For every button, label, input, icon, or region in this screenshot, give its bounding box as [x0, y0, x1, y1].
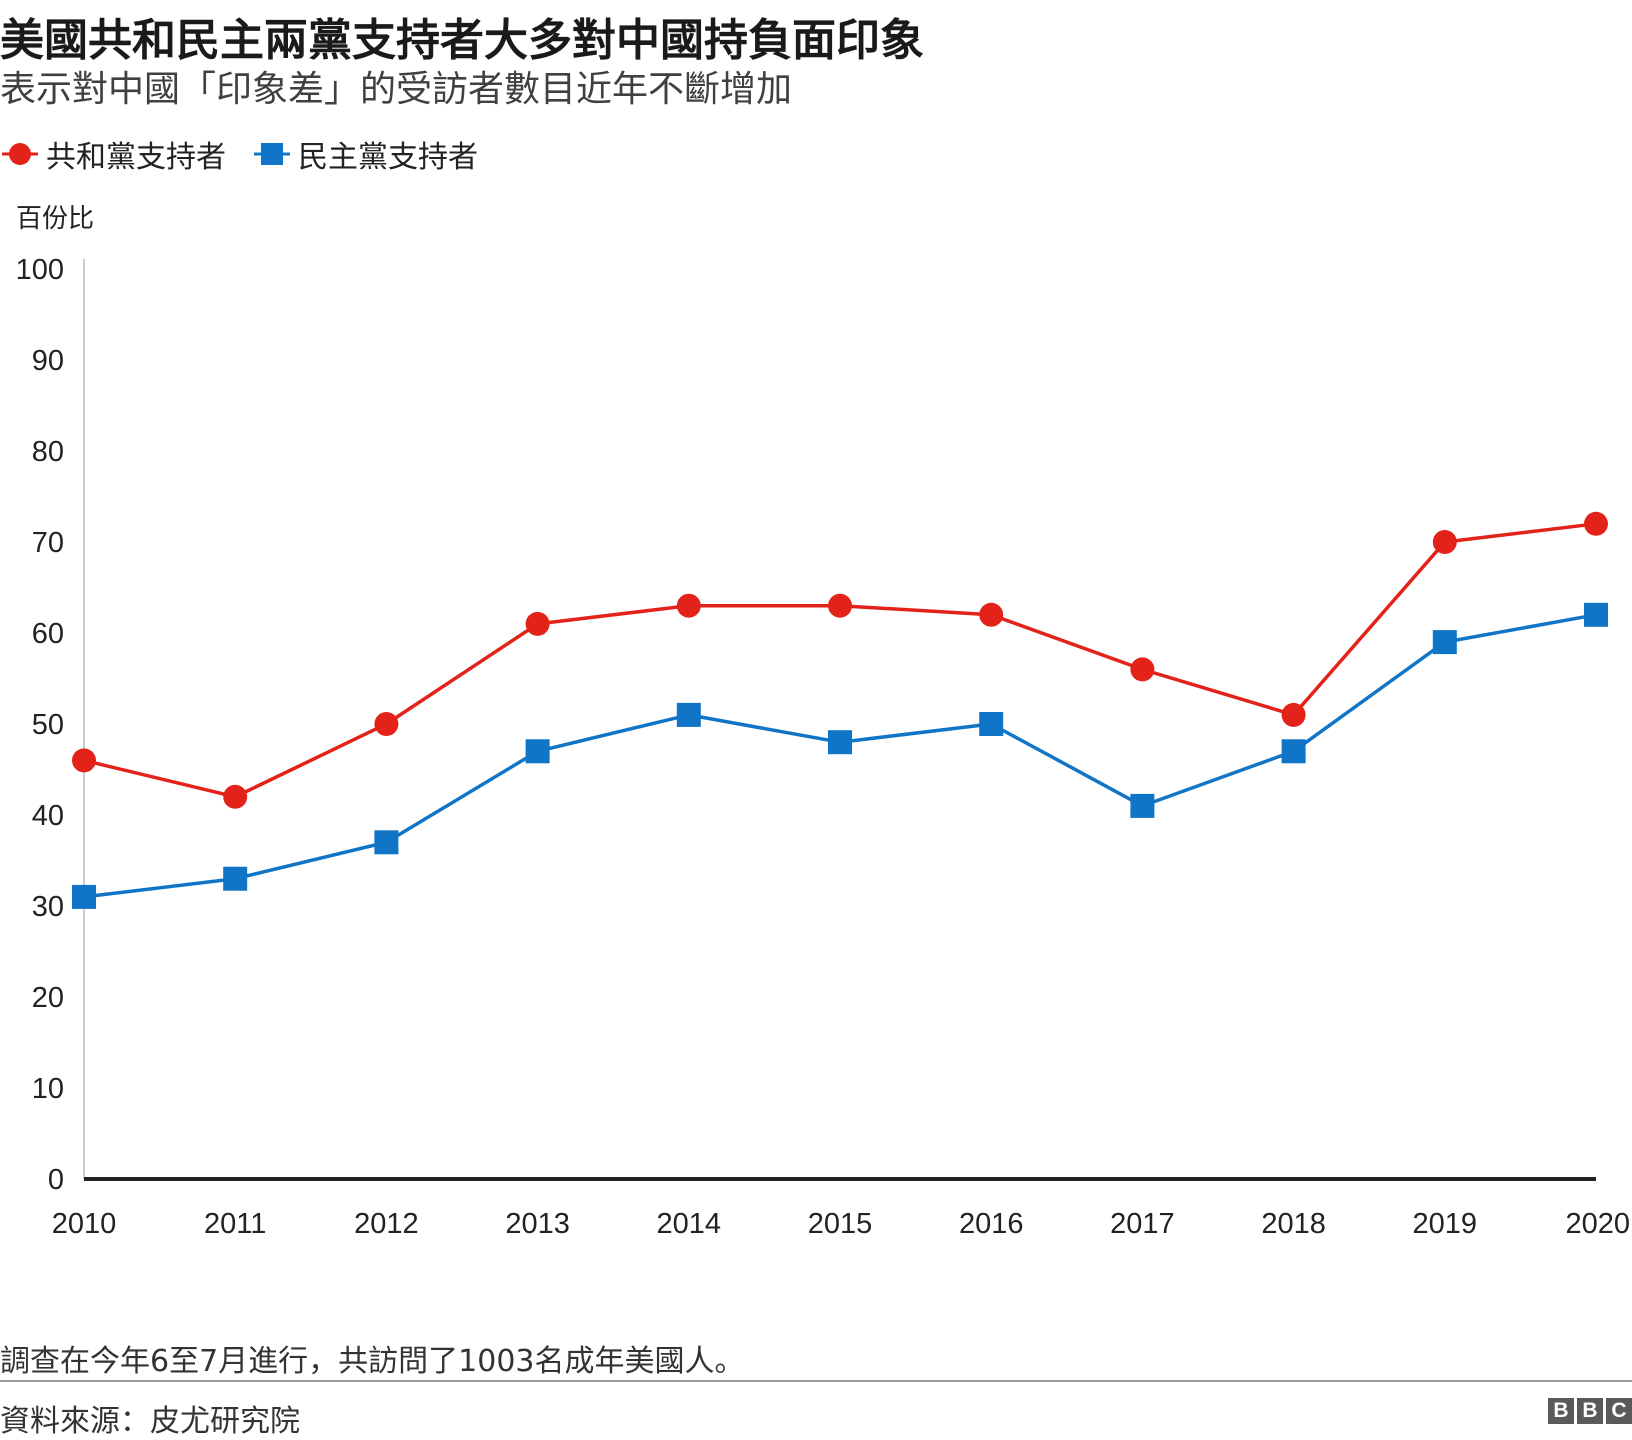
data-point-democrat: [223, 866, 248, 891]
legend-item-republican: 共和黨支持者: [0, 132, 226, 176]
x-tick-label: 2017: [1110, 1208, 1175, 1240]
y-tick-label: 90: [32, 345, 64, 377]
bbc-logo-letter: B: [1548, 1398, 1574, 1424]
square-marker-icon: [254, 143, 290, 165]
chart-title: 美國共和民主兩黨支持者大多對中國持負面印象: [0, 15, 924, 66]
legend-item-democrat: 民主黨支持者: [252, 132, 478, 176]
x-tick-label: 2013: [505, 1208, 570, 1240]
x-tick-label: 2014: [657, 1208, 722, 1240]
data-point-democrat: [1130, 793, 1155, 818]
data-point-democrat: [72, 884, 96, 909]
x-tick-label: 2020: [1565, 1208, 1630, 1240]
y-tick-label: 50: [32, 709, 64, 741]
series-line-democrat: [83, 613, 1597, 899]
data-point-democrat: [1432, 630, 1457, 655]
chart-subtitle: 表示對中國「印象差」的受訪者數目近年不斷增加: [0, 69, 793, 110]
y-tick-label: 60: [32, 618, 64, 650]
series-line-republican: [83, 522, 1597, 799]
data-point-republican: [374, 712, 399, 736]
y-tick-label: 100: [16, 254, 64, 286]
legend-label-democrat: 民主黨支持者: [298, 140, 478, 175]
x-tick-label: 2016: [959, 1208, 1024, 1240]
data-point-republican: [676, 593, 701, 618]
source-credit: 資料來源：皮尤研究院: [0, 1404, 300, 1439]
y-axis-label: 百份比: [16, 203, 94, 233]
data-point-democrat: [676, 702, 701, 727]
data-point-republican: [1432, 530, 1457, 554]
survey-note: 調查在今年6至7月進行，共訪問了1003名成年美國人。: [0, 1344, 745, 1379]
x-tick-label: 2015: [808, 1208, 873, 1240]
data-point-republican: [979, 602, 1004, 627]
bbc-logo: B B C: [1545, 1398, 1632, 1424]
data-point-democrat: [979, 712, 1004, 736]
y-tick-label: 80: [32, 436, 64, 468]
bbc-logo-letter: C: [1606, 1398, 1632, 1424]
data-point-republican: [223, 784, 248, 809]
data-point-republican: [525, 611, 550, 636]
data-point-democrat: [525, 739, 550, 764]
circle-marker-icon: [2, 143, 38, 165]
y-tick-label: 40: [32, 800, 64, 832]
y-tick-label: 30: [32, 891, 64, 923]
data-point-democrat: [1281, 739, 1306, 764]
data-point-republican: [828, 593, 852, 618]
data-point-republican: [1584, 511, 1608, 536]
y-tick-label: 10: [32, 1073, 64, 1105]
data-point-republican: [72, 748, 96, 773]
legend: 共和黨支持者 民主黨支持者: [0, 132, 504, 176]
bbc-logo-letter: B: [1577, 1398, 1603, 1424]
data-point-democrat: [1584, 602, 1608, 627]
x-tick-label: 2018: [1261, 1208, 1326, 1240]
data-point-democrat: [374, 830, 399, 855]
data-point-republican: [1281, 702, 1306, 727]
y-tick-label: 20: [32, 982, 64, 1014]
y-tick-label: 70: [32, 527, 64, 559]
line-chart: 百份比 0 10 20 30 40 50 60 70 80 90 100 2010 2011 2012 201…: [16, 203, 1630, 1240]
x-tick-label: 2011: [204, 1208, 266, 1240]
footer-divider: [0, 1380, 1632, 1382]
legend-label-republican: 共和黨支持者: [46, 140, 226, 175]
x-tick-label: 2019: [1413, 1208, 1478, 1240]
x-tick-label: 2012: [354, 1208, 419, 1240]
data-point-republican: [1130, 657, 1155, 682]
y-tick-label: 0: [48, 1164, 64, 1196]
data-point-democrat: [828, 730, 852, 755]
x-tick-label: 2010: [52, 1208, 117, 1240]
